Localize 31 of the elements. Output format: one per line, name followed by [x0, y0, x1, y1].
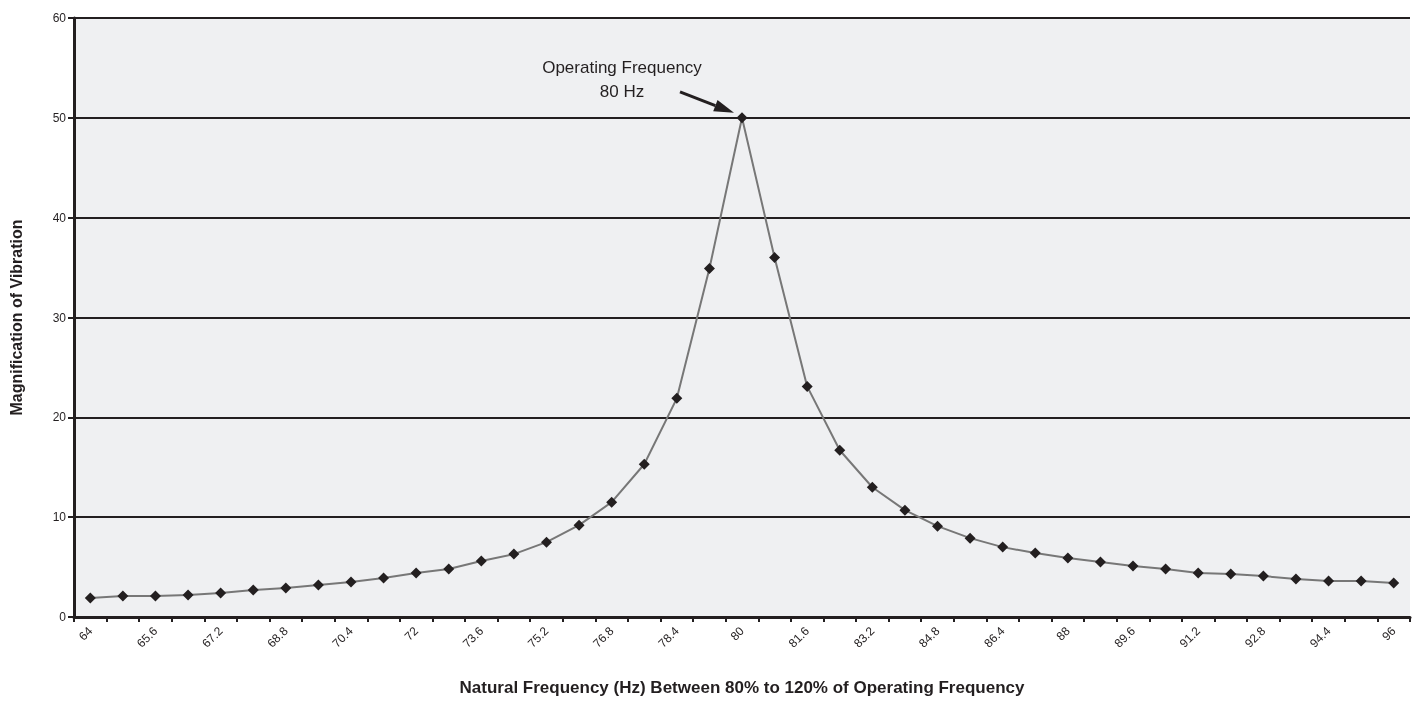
- x-tick-label: 78.4: [655, 623, 683, 651]
- x-tick-label: 84.8: [916, 623, 943, 651]
- x-tick-label: 81.6: [785, 623, 813, 651]
- x-tick-label: 76.8: [590, 623, 617, 651]
- x-tick-label: 96: [1379, 623, 1399, 644]
- x-tick-label: 88: [1053, 623, 1074, 644]
- x-tick-label: 89.6: [1111, 623, 1139, 651]
- y-tick-label: 60: [52, 11, 67, 25]
- y-tick-label: 10: [52, 510, 67, 525]
- y-tick-label: 30: [52, 310, 67, 325]
- x-tick-label: 83.2: [850, 623, 878, 651]
- y-tick-label: 20: [52, 410, 67, 425]
- x-tick-label: 75.2: [525, 623, 552, 651]
- x-tick-label: 91.2: [1176, 623, 1204, 651]
- x-axis-title: Natural Frequency (Hz) Between 80% to 120% of Operating Frequency: [459, 678, 1025, 697]
- x-tick-label: 67.2: [199, 623, 226, 651]
- x-tick-label: 65.6: [134, 623, 161, 651]
- x-tick-label: 70.4: [329, 623, 357, 651]
- y-axis-title: Magnification of Vibration: [7, 219, 25, 416]
- y-tick-label: 0: [59, 610, 67, 624]
- x-tick-label: 73.6: [459, 623, 487, 651]
- x-tick-label: 80: [727, 623, 748, 644]
- y-tick-label: 50: [52, 110, 67, 125]
- x-tick-label: 92.8: [1241, 623, 1269, 651]
- x-tick-label: 94.4: [1307, 623, 1334, 651]
- y-tick-label: 40: [52, 210, 67, 225]
- annotation: Operating Frequency 80 Hz: [542, 58, 703, 102]
- x-tick-label: 64: [75, 623, 96, 644]
- x-tick-label: 68.8: [264, 623, 291, 651]
- x-tick-label: 86.4: [981, 623, 1008, 651]
- x-tick-label: 72: [401, 623, 422, 644]
